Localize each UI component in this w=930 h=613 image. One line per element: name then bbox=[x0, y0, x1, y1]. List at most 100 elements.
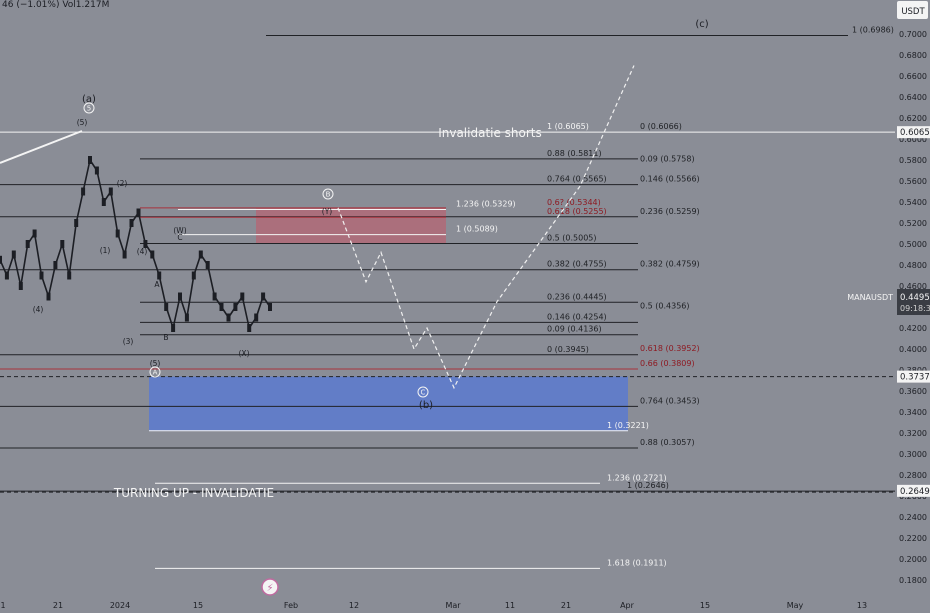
price-tick: 0.6000 bbox=[899, 135, 927, 144]
last-price: 0.4495 bbox=[900, 293, 930, 303]
price-tick: 0.6400 bbox=[899, 93, 927, 102]
wave-label-8: B bbox=[163, 333, 168, 342]
time-tick: May bbox=[787, 601, 804, 610]
candle-22 bbox=[150, 250, 155, 259]
candle-12 bbox=[81, 187, 86, 196]
wave-label-14: (c) bbox=[695, 19, 708, 30]
candle-36 bbox=[247, 324, 252, 332]
candle-4 bbox=[25, 240, 30, 248]
price-tick: 0.4200 bbox=[899, 324, 927, 333]
wave-circle-label-3: C bbox=[421, 389, 426, 397]
wave-label-1: (5) bbox=[77, 118, 88, 127]
candle-11 bbox=[74, 219, 79, 227]
time-tick: 21 bbox=[561, 601, 571, 610]
lightning-icon[interactable]: ⚡ bbox=[261, 578, 279, 596]
fib-label-24: 0.88 (0.3057) bbox=[640, 438, 695, 447]
price-tick: 0.2800 bbox=[899, 471, 927, 480]
currency-badge[interactable] bbox=[897, 1, 928, 19]
fib-label-16: 0.5 (0.4356) bbox=[640, 302, 690, 311]
fib-label-23: 1 (0.3221) bbox=[607, 421, 649, 430]
fib-label-26: 1 (0.2646) bbox=[627, 481, 669, 490]
candle-8 bbox=[53, 261, 58, 269]
candle-29 bbox=[198, 250, 203, 259]
candle-34 bbox=[233, 303, 238, 311]
fib-label-19: 0.618 (0.3952) bbox=[640, 344, 700, 353]
trend-line bbox=[0, 130, 83, 164]
wave-label-11: (X) bbox=[239, 349, 250, 358]
zone-support bbox=[149, 376, 628, 431]
price-tick: 0.2200 bbox=[899, 534, 927, 543]
price-tick: 0.6200 bbox=[899, 114, 927, 123]
fib-label-4: 0.09 (0.5758) bbox=[640, 154, 695, 163]
ticker-change: 46 (−1.01%) bbox=[2, 0, 60, 10]
time-tick: 13 bbox=[857, 601, 867, 610]
price-tick: 0.7000 bbox=[899, 30, 927, 39]
fib-label-13: 0.382 (0.4759) bbox=[640, 259, 700, 268]
currency-label: USDT bbox=[901, 7, 925, 17]
turning-up-label: TURNING UP - INVALIDATIE bbox=[113, 486, 274, 500]
fib-label-5: 0.146 (0.5566) bbox=[640, 175, 700, 184]
candle-20 bbox=[136, 208, 141, 217]
time-tick: 15 bbox=[193, 601, 203, 610]
candle-21 bbox=[143, 240, 148, 248]
last-price-badge bbox=[897, 289, 930, 315]
price-axis[interactable]: 0.7000 0.6800 0.6600 0.6400 0.6200 0.6000 0.58… bbox=[895, 0, 930, 600]
candle-39 bbox=[268, 303, 272, 311]
fib-label-6: 0.764 (0.5565) bbox=[547, 175, 607, 184]
price-badge-0 bbox=[897, 126, 930, 139]
wave-label-13: (b) bbox=[419, 400, 433, 411]
time-tick: Apr bbox=[620, 601, 635, 610]
time-tick: 11 bbox=[505, 601, 515, 610]
fib-label-17: 0.146 (0.4254) bbox=[547, 312, 607, 321]
price-tick: 0.2000 bbox=[899, 555, 927, 564]
wave-label-9: C bbox=[177, 233, 182, 242]
price-line bbox=[0, 157, 271, 332]
projection-path bbox=[337, 65, 635, 390]
annotation-layer: Invalidatie shorts TURNING UP - INVALIDAT… bbox=[33, 19, 709, 500]
fib-label-21: 0.66 (0.3809) bbox=[640, 359, 695, 368]
price-tick: 0.5800 bbox=[899, 156, 927, 165]
price-tick: 0.5200 bbox=[899, 219, 927, 228]
fib-label-2: 1 (0.6065) bbox=[547, 122, 589, 131]
price-tick: 0.5000 bbox=[899, 240, 927, 249]
last-price-tag: MANAUSDT 0.4495 09:18:3 bbox=[847, 289, 930, 315]
candle-6 bbox=[39, 271, 44, 280]
fib-label-9: 0.236 (0.5259) bbox=[640, 207, 700, 216]
svg-text:⚡: ⚡ bbox=[266, 583, 273, 594]
time-axis[interactable]: 1 21 2024 15 Feb 12 Mar 11 21 Apr 15 May 13 bbox=[0, 601, 867, 610]
price-tick: 0.1800 bbox=[899, 576, 927, 585]
fib-label-1: 0 (0.6066) bbox=[640, 122, 682, 131]
wave-circle-0 bbox=[83, 102, 95, 114]
time-tick: 12 bbox=[349, 601, 359, 610]
time-tick: Feb bbox=[284, 601, 298, 610]
wave-label-7: A bbox=[154, 280, 160, 289]
wave-label-5: (3) bbox=[123, 337, 134, 346]
time-tick: Mar bbox=[445, 601, 461, 610]
wave-label-3: (1) bbox=[100, 246, 111, 255]
candle-2 bbox=[11, 250, 16, 259]
fib-label-15: 0.236 (0.4445) bbox=[547, 292, 607, 301]
price-tick: 0.4800 bbox=[899, 261, 927, 270]
candle-37 bbox=[254, 313, 259, 322]
zone-layer bbox=[149, 207, 628, 431]
time-tick: 2024 bbox=[110, 601, 130, 610]
wave-label-15: (4) bbox=[33, 305, 44, 314]
wave-circle-label-0: 5 bbox=[87, 105, 91, 113]
candle-7 bbox=[46, 292, 51, 301]
candle-28 bbox=[191, 271, 196, 280]
price-tick: 0.3800 bbox=[899, 366, 927, 375]
candle-32 bbox=[219, 303, 224, 311]
wave-circle-2 bbox=[322, 188, 334, 200]
wave-circle-3 bbox=[417, 386, 429, 398]
candle-10 bbox=[67, 271, 72, 280]
fib-label-12: 0.5 (0.5005) bbox=[547, 233, 597, 242]
price-badge-label-2: 0.2649 bbox=[900, 487, 930, 497]
candle-25 bbox=[171, 324, 176, 332]
candle-27 bbox=[184, 313, 189, 322]
price-badge-label-0: 0.6065 bbox=[900, 128, 930, 138]
wave-label-0: (a) bbox=[82, 94, 96, 105]
price-tick: 0.3000 bbox=[899, 450, 927, 459]
price-badge-2 bbox=[897, 484, 930, 497]
ticker-header: 46 (−1.01%) Vol1.217M bbox=[0, 0, 109, 14]
